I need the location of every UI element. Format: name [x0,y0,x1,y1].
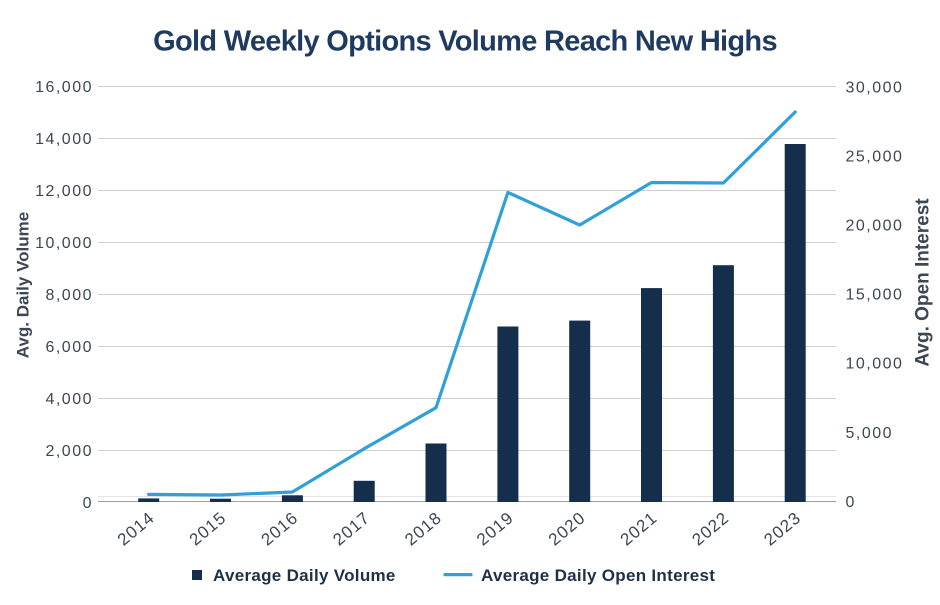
svg-text:8,000: 8,000 [45,287,93,304]
svg-text:6,000: 6,000 [45,339,93,356]
svg-text:12,000: 12,000 [35,183,93,200]
svg-text:4,000: 4,000 [45,391,93,408]
svg-text:15,000: 15,000 [846,287,904,304]
svg-text:2,000: 2,000 [45,443,93,460]
svg-text:14,000: 14,000 [35,131,93,148]
svg-text:Average Daily Volume: Average Daily Volume [213,566,396,585]
svg-text:Avg. Open Interest: Avg. Open Interest [913,198,934,367]
svg-text:Avg. Daily Volume: Avg. Daily Volume [13,212,32,358]
svg-text:10,000: 10,000 [35,235,93,252]
svg-text:20,000: 20,000 [846,218,904,235]
svg-text:Gold Weekly Options Volume Rea: Gold Weekly Options Volume Reach New Hig… [153,26,777,58]
svg-text:5,000: 5,000 [846,425,894,442]
svg-text:0: 0 [83,495,93,512]
svg-text:30,000: 30,000 [846,79,904,96]
svg-text:25,000: 25,000 [846,148,904,165]
svg-text:Average Daily Open Interest: Average Daily Open Interest [481,566,715,585]
svg-text:16,000: 16,000 [35,79,93,96]
svg-text:0: 0 [846,494,856,511]
svg-text:10,000: 10,000 [846,356,904,373]
